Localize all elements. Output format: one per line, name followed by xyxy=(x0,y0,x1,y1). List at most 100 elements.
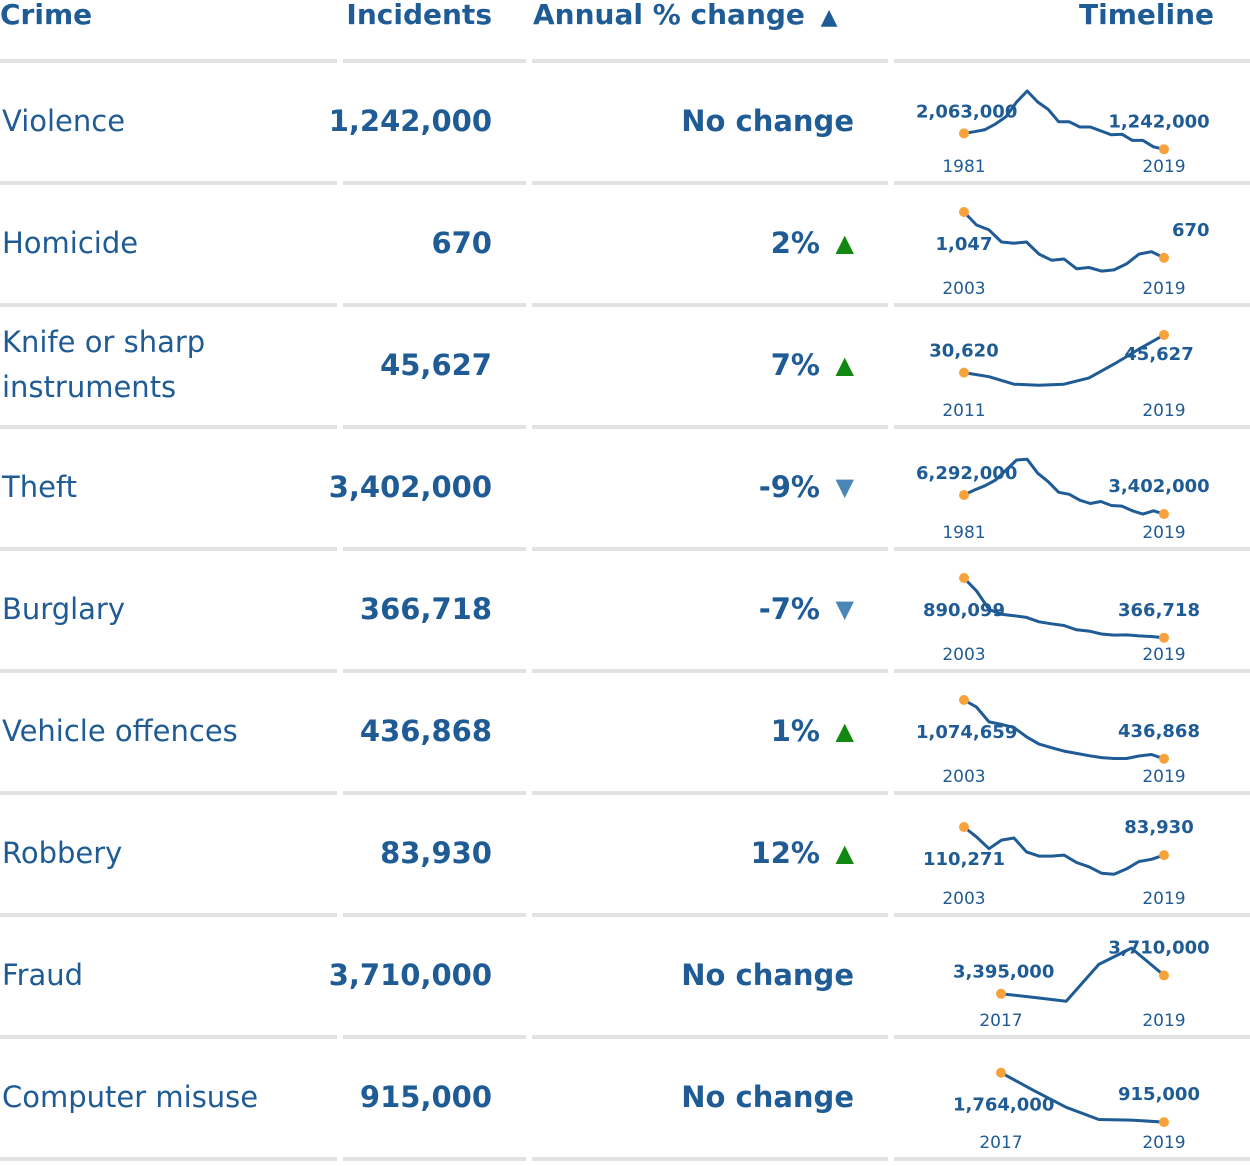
row-divider xyxy=(894,59,1250,63)
table-row[interactable]: Burglary 366,718 -7% ▼ 890,099 366,718 2003 201… xyxy=(0,550,1250,672)
annual-change-value: No change xyxy=(681,958,854,992)
sparkline-path xyxy=(963,698,1165,761)
end-point xyxy=(1159,509,1169,520)
row-divider xyxy=(343,1157,526,1161)
row-divider xyxy=(532,913,888,917)
row-divider xyxy=(343,303,526,307)
sparkline-path xyxy=(962,210,1165,273)
end-value-label: 366,718 xyxy=(1118,600,1200,621)
crime-name: Vehicle offences xyxy=(2,713,238,748)
end-point xyxy=(1159,632,1169,643)
sparkline-path xyxy=(963,89,1165,151)
sparkline-path xyxy=(962,576,1165,640)
annual-change-value: 1% xyxy=(770,714,820,748)
row-divider xyxy=(343,59,526,63)
timeline-sparkline: 1,764,000 915,000 2017 2019 xyxy=(953,1067,1200,1153)
start-value-label: 1,047 xyxy=(936,234,993,255)
column-header-timeline: Timeline xyxy=(1079,0,1214,31)
end-value-label: 1,242,000 xyxy=(1108,111,1209,132)
row-divider xyxy=(0,1157,337,1161)
start-point xyxy=(959,128,969,139)
column-header-crime[interactable]: Crime xyxy=(0,0,93,31)
annual-change-value: 2% xyxy=(770,226,820,260)
start-point xyxy=(959,822,969,833)
incidents-value: 915,000 xyxy=(359,1080,492,1114)
annual-change-value: 12% xyxy=(750,836,820,870)
incidents-value: 83,930 xyxy=(380,836,492,870)
start-value-label: 890,099 xyxy=(923,600,1005,621)
end-value-label: 670 xyxy=(1172,220,1210,241)
end-value-label: 83,930 xyxy=(1124,817,1193,838)
end-point xyxy=(1159,1117,1169,1128)
table-row[interactable]: Theft 3,402,000 -9% ▼ 6,292,000 3,402,000 1981… xyxy=(0,428,1250,550)
end-year-label: 2019 xyxy=(1142,523,1185,543)
crime-name: Fraud xyxy=(2,957,84,992)
row-divider xyxy=(0,791,337,795)
crime-name: Violence xyxy=(2,103,126,138)
crime-name: Theft xyxy=(2,469,78,504)
end-point xyxy=(1159,144,1169,155)
table-row[interactable]: Vehicle offences 436,868 1% ▲ 1,074,659 436,8… xyxy=(0,672,1250,794)
incidents-value: 366,718 xyxy=(359,592,492,626)
row-divider xyxy=(532,181,888,185)
triangle-up-icon: ▲ xyxy=(835,717,854,745)
end-value-label: 3,710,000 xyxy=(1108,937,1209,958)
end-year-label: 2019 xyxy=(1142,1011,1185,1031)
incidents-value: 45,627 xyxy=(380,348,492,382)
table-row[interactable]: Computer misuse 915,000 No change 1,764,000… xyxy=(0,1038,1250,1160)
row-divider xyxy=(532,59,888,63)
row-divider xyxy=(894,181,1250,185)
annual-change-cell: 7% ▲ xyxy=(532,306,854,424)
row-divider xyxy=(0,59,337,63)
row-divider xyxy=(343,913,526,917)
row-divider xyxy=(532,669,888,673)
start-year-label: 2003 xyxy=(942,279,985,299)
end-value-label: 45,627 xyxy=(1124,344,1193,365)
column-header-incidents[interactable]: Incidents xyxy=(346,0,492,31)
annual-change-value: No change xyxy=(681,104,854,138)
start-value-label: 3,395,000 xyxy=(953,962,1054,983)
sparkline-path xyxy=(1000,946,1165,1003)
start-year-label: 2003 xyxy=(942,889,985,909)
annual-change-cell: 1% ▲ xyxy=(532,672,854,790)
table-row[interactable]: Fraud 3,710,000 No change 3,395,000 3,710,00… xyxy=(0,916,1250,1038)
row-divider xyxy=(0,547,337,551)
triangle-up-icon: ▲ xyxy=(835,229,854,257)
row-divider xyxy=(343,1035,526,1039)
end-year-label: 2019 xyxy=(1142,279,1185,299)
start-year-label: 1981 xyxy=(942,157,985,177)
row-divider xyxy=(0,425,337,429)
row-divider xyxy=(894,425,1250,429)
timeline-sparkline: 3,395,000 3,710,000 2017 2019 xyxy=(953,937,1210,1031)
table-row[interactable]: Robbery 83,930 12% ▲ 110,271 83,930 2003 2019 xyxy=(0,794,1250,916)
row-divider xyxy=(343,791,526,795)
row-divider xyxy=(532,547,888,551)
row-divider xyxy=(894,547,1250,551)
row-divider xyxy=(0,1035,337,1039)
row-divider xyxy=(0,303,337,307)
sparkline-path xyxy=(963,825,1165,876)
table-row[interactable]: Violence 1,242,000 No change 2,063,000 1,242… xyxy=(0,62,1250,184)
incidents-value: 670 xyxy=(431,226,492,260)
incidents-value: 3,710,000 xyxy=(328,958,492,992)
start-year-label: 2003 xyxy=(942,645,985,665)
start-year-label: 2003 xyxy=(942,767,985,787)
timeline-sparkline: 6,292,000 3,402,000 1981 2019 xyxy=(916,457,1210,543)
table-row[interactable]: Homicide 670 2% ▲ 1,047 670 2003 2019 xyxy=(0,184,1250,306)
row-divider xyxy=(894,791,1250,795)
triangle-up-icon: ▲ xyxy=(835,839,854,867)
triangle-down-icon: ▼ xyxy=(835,473,854,501)
incidents-value: 436,868 xyxy=(359,714,492,748)
start-point xyxy=(959,207,969,217)
end-year-label: 2019 xyxy=(1142,889,1185,909)
end-value-label: 3,402,000 xyxy=(1108,476,1209,497)
timeline-sparkline: 30,620 45,627 2011 2019 xyxy=(929,329,1194,421)
column-header-annual-change[interactable]: Annual % change ▲ xyxy=(533,0,838,34)
annual-change-value: No change xyxy=(681,1080,854,1114)
start-year-label: 1981 xyxy=(942,523,985,543)
start-point xyxy=(959,367,969,378)
start-value-label: 110,271 xyxy=(923,849,1005,870)
row-divider xyxy=(894,669,1250,673)
end-year-label: 2019 xyxy=(1142,401,1185,421)
table-row[interactable]: Knife or sharp instruments 45,627 7% ▲ 30,62… xyxy=(0,306,1250,428)
